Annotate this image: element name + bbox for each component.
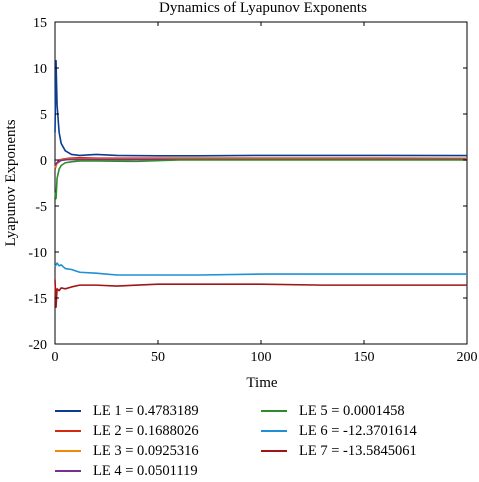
x-axis-label: Time [246,375,277,391]
axis-layer: 0 50 100 150 200 -20 -15 -10 -5 0 5 10 15 [28,16,477,365]
y-tick-label: 10 [33,62,47,77]
series-line-le6 [54,262,467,276]
x-tick-label: 0 [52,350,59,365]
legend-label: LE 4 = 0.0501119 [93,462,198,479]
x-tick-label: 50 [151,350,165,365]
y-axis-label: Lyapunov Exponents [3,119,19,246]
legend-item-le4: LE 4 = 0.0501119 [55,461,198,481]
x-tick-label: 200 [457,350,478,365]
legend-swatch [55,410,81,412]
legend-swatch [55,430,81,432]
y-tick-label: 15 [33,16,47,31]
legend-swatch [261,430,287,432]
legend-label: LE 2 = 0.1688026 [93,422,199,439]
legend-item-le6: LE 6 = -12.3701614 [261,421,417,441]
x-tick-label: 100 [251,350,272,365]
y-tick-label: -20 [28,338,47,353]
legend-item-le5: LE 5 = 0.0001458 [261,401,405,421]
legend-label: LE 7 = -13.5845061 [299,442,417,459]
series-line-le1 [54,59,468,157]
y-tick-label: 0 [40,154,47,169]
legend-label: LE 3 = 0.0925316 [93,442,199,459]
legend-item-le3: LE 3 = 0.0925316 [55,441,199,461]
x-tick-label: 150 [354,350,375,365]
y-tick-label: -15 [28,292,47,307]
y-tick-label: 5 [40,108,47,123]
series-line-le5 [54,159,467,200]
plot-area [54,21,468,345]
lyapunov-chart: Dynamics of Lyapunov Exponents 0 50 100 150… [3,0,478,391]
legend-swatch [55,450,81,452]
chart-title: Dynamics of Lyapunov Exponents [159,0,367,16]
legend-label: LE 5 = 0.0001458 [299,402,405,419]
legend-label: LE 6 = -12.3701614 [299,422,417,439]
legend-swatch [55,470,81,472]
legend-swatch [261,410,287,412]
plot-frame [54,21,468,345]
legend-item-le7: LE 7 = -13.5845061 [261,441,417,461]
legend-item-le2: LE 2 = 0.1688026 [55,421,199,441]
legend-item-le1: LE 1 = 0.4783189 [55,401,199,421]
legend-swatch [261,450,287,452]
y-tick-label: -10 [28,246,47,261]
series-layer [54,59,468,309]
y-tick-label: -5 [35,200,47,215]
legend-label: LE 1 = 0.4783189 [93,402,199,419]
series-line-le7 [54,279,467,309]
